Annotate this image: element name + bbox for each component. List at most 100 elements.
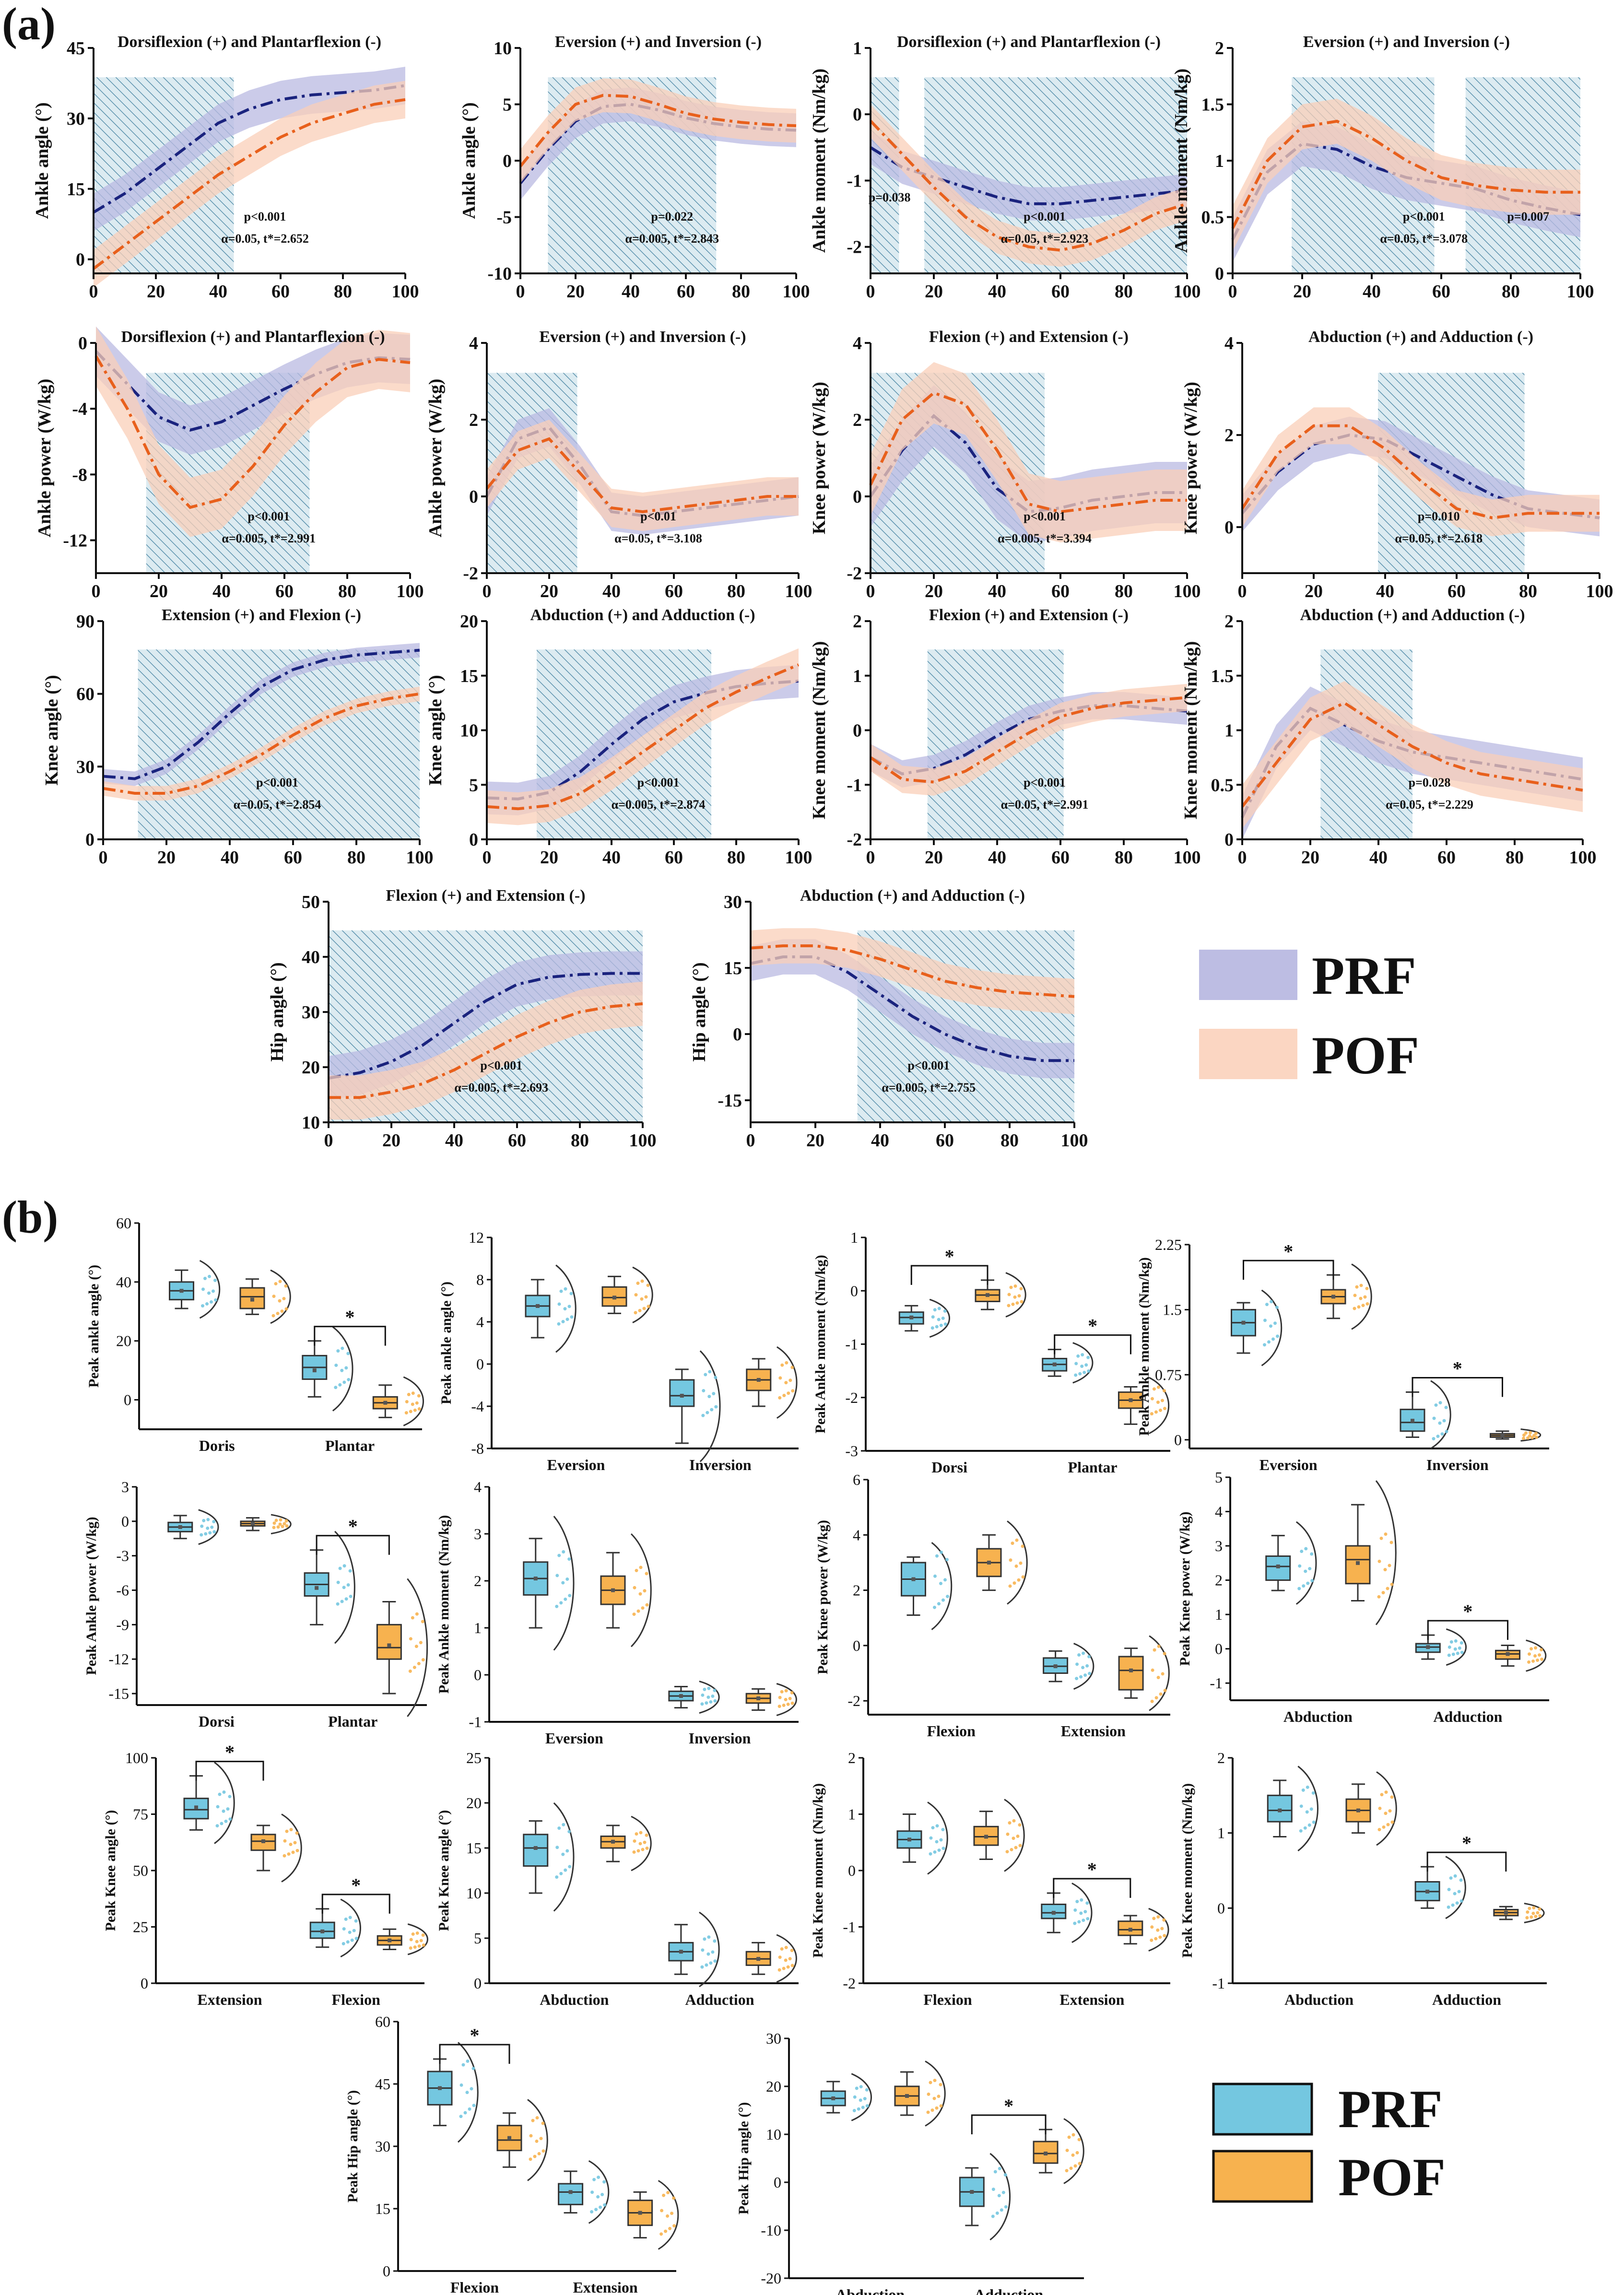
data-point (1267, 1340, 1271, 1344)
mean-line-pof (94, 355, 411, 509)
significance-bracket (910, 1265, 989, 1285)
data-point (200, 1533, 203, 1537)
data-point (787, 1391, 790, 1395)
data-point (1158, 1935, 1162, 1939)
mean-marker (1276, 1565, 1280, 1568)
y-tick-label: 1 (474, 1619, 482, 1636)
y-tick-label: 0 (1224, 830, 1234, 850)
sd-band-pof (103, 686, 420, 801)
data-point (701, 1693, 705, 1697)
panel-label-a: (a) (2, 0, 56, 49)
data-point (1528, 1652, 1531, 1656)
data-point (557, 1826, 561, 1830)
data-point (1078, 1372, 1082, 1376)
data-point (1276, 1334, 1279, 1338)
chart-title: Dorsiflexion (+) and Plantarflexion (-) (118, 33, 381, 51)
data-point (633, 1586, 636, 1589)
y-tick-label: 2 (853, 612, 862, 632)
data-point (861, 2106, 865, 2109)
data-point (1009, 1558, 1012, 1562)
data-point (1447, 1888, 1451, 1892)
data-point (417, 1944, 421, 1948)
data-point (411, 1402, 414, 1406)
data-point (935, 2106, 939, 2110)
data-point (344, 1918, 348, 1921)
x-tick-label: 0 (92, 581, 101, 601)
data-point (1361, 1304, 1365, 1307)
data-point (1079, 1675, 1083, 1679)
data-point (1453, 1892, 1457, 1895)
x-tick-label: 0 (1238, 581, 1247, 601)
data-point (348, 1916, 352, 1919)
x-tick-label: 0 (516, 282, 525, 302)
data-point (931, 1826, 935, 1830)
data-point (778, 1955, 782, 1959)
mean-marker (1356, 1561, 1360, 1565)
y-tick-label: 4 (1224, 333, 1234, 353)
data-point (334, 1386, 338, 1389)
data-point (272, 1521, 276, 1525)
line-chart-9: 0 20 40 60 80 100 0 30 60 90 Extension (+) and Fle… (42, 606, 434, 868)
y-tick-label: 2 (853, 410, 862, 430)
mean-marker (907, 1837, 911, 1842)
legend-b: PRF POF (1212, 2080, 1446, 2207)
mean-marker (320, 1929, 325, 1933)
violin-outline (1072, 1342, 1094, 1384)
data-point (207, 1291, 211, 1295)
data-point (555, 1604, 559, 1608)
category-label: Abduction (1284, 1991, 1353, 2008)
y-tick-label: -12 (108, 1650, 129, 1668)
data-point (346, 1352, 350, 1355)
data-point (203, 1276, 207, 1280)
data-point (635, 1568, 638, 1572)
violin-outline (1007, 1520, 1028, 1605)
violin-outline (699, 1911, 720, 1988)
data-point (421, 1620, 424, 1624)
data-point (790, 1691, 794, 1695)
mean-marker (679, 1950, 683, 1954)
y-tick-label: -2 (845, 1389, 858, 1406)
y-axis-label: Hip angle (°) (689, 962, 709, 1061)
threshold-annotation: α=0.05, t*=2.991 (1001, 798, 1089, 812)
x-tick-label: 20 (540, 847, 558, 868)
data-point (941, 1598, 945, 1602)
legend-a-pof-swatch (1199, 1029, 1297, 1079)
y-tick-label: 4 (469, 333, 478, 353)
category-label: Adduction (974, 2286, 1043, 2295)
data-point (1075, 2151, 1079, 2154)
box-chart-6: -1 0 1 2 3 4 Peak Ankle moment (Nm/kg) Eversion… (436, 1478, 799, 1747)
data-point (1005, 1850, 1009, 1854)
x-tick-label: 0 (99, 847, 108, 868)
data-point (222, 1790, 226, 1794)
data-point (201, 1287, 205, 1291)
data-point (1161, 1672, 1165, 1676)
data-point (660, 2209, 664, 2213)
data-point (1540, 1648, 1543, 1652)
y-tick-label: 0 (853, 1637, 860, 1654)
y-tick-label: 20 (466, 1794, 482, 1812)
data-point (1538, 1653, 1542, 1657)
data-point (777, 1705, 781, 1708)
data-point (935, 1554, 939, 1558)
y-tick-label: 0.5 (1201, 208, 1224, 228)
data-point (276, 1311, 280, 1315)
data-point (1302, 1584, 1306, 1588)
mean-marker (1504, 1910, 1508, 1915)
y-tick-label: 10 (460, 721, 478, 741)
violin-outline (458, 2042, 479, 2143)
y-tick-label: -15 (718, 1091, 742, 1111)
x-tick-label: 100 (1567, 282, 1594, 302)
data-point (1082, 1918, 1085, 1922)
data-point (565, 1318, 569, 1321)
mean-marker (1241, 1320, 1246, 1325)
legend-b-pof-swatch (1212, 2150, 1313, 2203)
data-point (1074, 1362, 1078, 1365)
data-point (557, 1554, 561, 1557)
data-point (563, 1307, 567, 1311)
data-point (1522, 1436, 1525, 1440)
data-point (411, 1616, 414, 1620)
data-point (937, 1602, 941, 1606)
data-point (1453, 1647, 1457, 1651)
data-point (1079, 1911, 1083, 1915)
category-label: Adduction (685, 1991, 754, 2008)
